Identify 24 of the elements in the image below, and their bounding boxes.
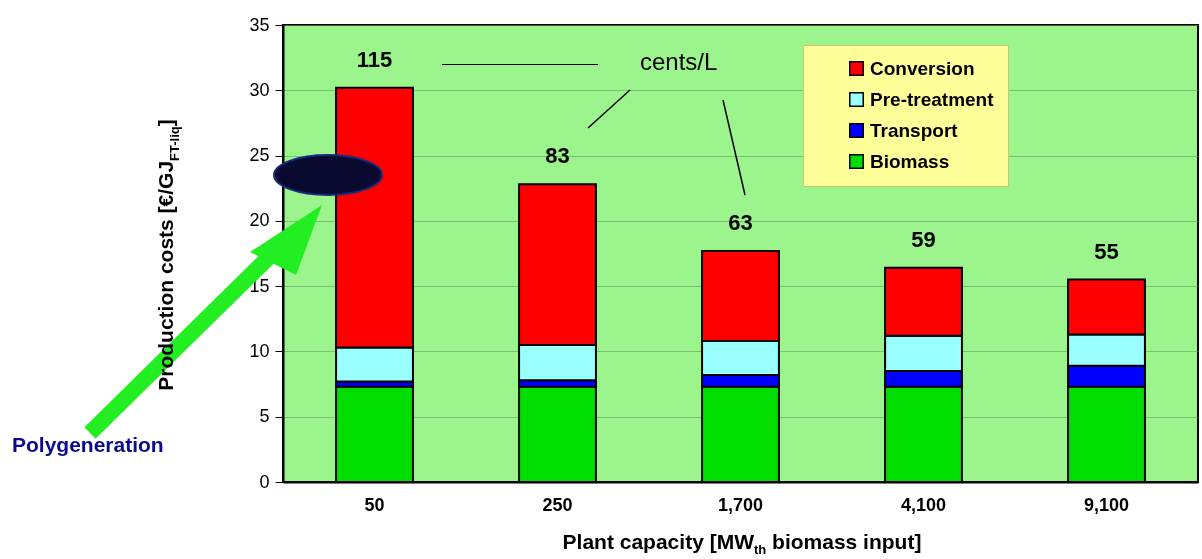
annotation: cents/L [640,48,718,76]
x-tick-label: 50 [364,494,385,515]
x-axis-title: Plant capacity [MW$_{th}$ biomass input] [562,530,922,558]
y-tick-label: 30 [249,79,270,100]
annotation: 59 [911,226,936,252]
y-tick-label: 10 [249,340,270,361]
annotation: 63 [728,209,753,235]
annotation: 55 [1094,238,1119,264]
legend-label: Conversion [870,57,975,79]
x-tick-label: 1,700 [717,494,764,515]
x-tick-label: 4,100 [900,494,947,515]
y-tick-label: 20 [249,210,270,231]
y-tick-label: 5 [259,406,270,427]
x-tick-label: 9,100 [1083,494,1130,515]
y-tick-label: 35 [249,14,270,35]
annotation: 83 [545,143,570,169]
text: Polygeneration [12,433,164,457]
legend-label: Biomass [870,150,950,172]
y-tick-label: 25 [249,145,270,166]
annotation: 115 [356,46,393,72]
legend-label: Pre-treatment [870,88,995,110]
y-tick-label: 0 [259,471,270,492]
legend-label: Transport [870,119,959,141]
x-tick-label: 250 [542,494,573,515]
